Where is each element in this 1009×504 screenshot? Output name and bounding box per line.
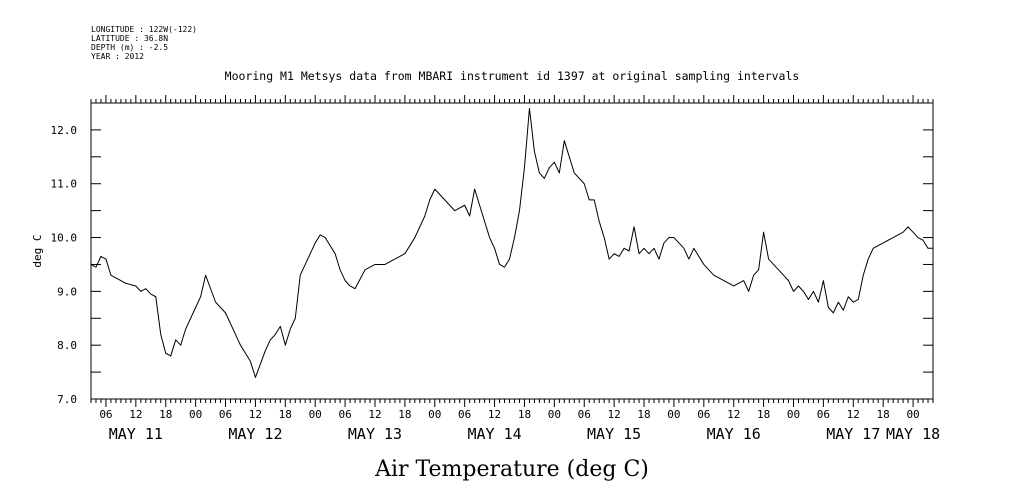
x-hour-label: 00 xyxy=(428,408,441,421)
x-hour-label: 18 xyxy=(757,408,770,421)
metadata-year: YEAR : 2012 xyxy=(91,52,144,61)
x-hour-label: 00 xyxy=(189,408,202,421)
x-hour-label: 12 xyxy=(847,408,860,421)
x-hour-label: 18 xyxy=(877,408,890,421)
x-hour-label: 06 xyxy=(458,408,471,421)
x-day-label: MAY 12 xyxy=(228,425,282,443)
metadata-latitude: LATITUDE : 36.8N xyxy=(91,34,168,43)
x-day-label: MAY 17 xyxy=(826,425,880,443)
x-hour-label: 12 xyxy=(608,408,621,421)
x-day-label: MAY 15 xyxy=(587,425,641,443)
x-hour-label: 06 xyxy=(338,408,351,421)
x-day-label: MAY 13 xyxy=(348,425,402,443)
x-hour-label: 18 xyxy=(398,408,411,421)
x-hour-label: 12 xyxy=(249,408,262,421)
y-tick-label: 11.0 xyxy=(51,178,78,191)
metadata-longitude: LONGITUDE : 122W(-122) xyxy=(91,25,197,34)
y-tick-label: 12.0 xyxy=(51,124,78,137)
series-layer xyxy=(90,107,933,378)
x-axis-title: Air Temperature (deg C) xyxy=(374,457,649,482)
x-hour-label: 18 xyxy=(518,408,531,421)
x-hour-label: 12 xyxy=(727,408,740,421)
y-axis-label: deg C xyxy=(31,234,44,267)
y-axis: 7.0 8.0 9.0 10.0 11.0 12.0 xyxy=(51,102,933,406)
station-metadata: LONGITUDE : 122W(-122) LATITUDE : 36.8N … xyxy=(91,25,197,61)
x-axis: 06 12 18 00 06 12 18 00 06 12 18 00 06 12 18 00 06 12 18 00… xyxy=(90,95,940,443)
x-day-label: MAY 16 xyxy=(707,425,761,443)
y-tick-label: 9.0 xyxy=(57,285,77,298)
y-tick-label: 10.0 xyxy=(51,232,78,245)
x-hour-label: 00 xyxy=(548,408,561,421)
x-day-label: MAY 11 xyxy=(109,425,163,443)
plot-frame xyxy=(90,102,934,400)
x-hour-label: 06 xyxy=(697,408,710,421)
x-hour-label: 18 xyxy=(159,408,172,421)
x-hour-label: 06 xyxy=(817,408,830,421)
x-hour-label: 06 xyxy=(578,408,591,421)
x-hour-label: 18 xyxy=(279,408,292,421)
x-hour-label: 00 xyxy=(309,408,322,421)
air-temperature-line xyxy=(90,107,933,378)
x-day-label: MAY 18 xyxy=(886,425,940,443)
x-hour-label: 18 xyxy=(637,408,650,421)
x-day-label: MAY 14 xyxy=(467,425,521,443)
x-hour-label: 12 xyxy=(129,408,142,421)
x-hour-label: 06 xyxy=(99,408,112,421)
x-hour-label: 00 xyxy=(667,408,680,421)
x-hour-label: 00 xyxy=(787,408,800,421)
metadata-depth: DEPTH (m) : -2.5 xyxy=(91,43,168,52)
x-hour-label: 12 xyxy=(368,408,381,421)
y-tick-label: 7.0 xyxy=(57,393,77,406)
y-tick-label: 8.0 xyxy=(57,339,77,352)
x-hour-label: 06 xyxy=(219,408,232,421)
chart-title: Mooring M1 Metsys data from MBARI instru… xyxy=(225,69,800,83)
x-hour-label: 00 xyxy=(906,408,919,421)
x-hour-label: 12 xyxy=(488,408,501,421)
